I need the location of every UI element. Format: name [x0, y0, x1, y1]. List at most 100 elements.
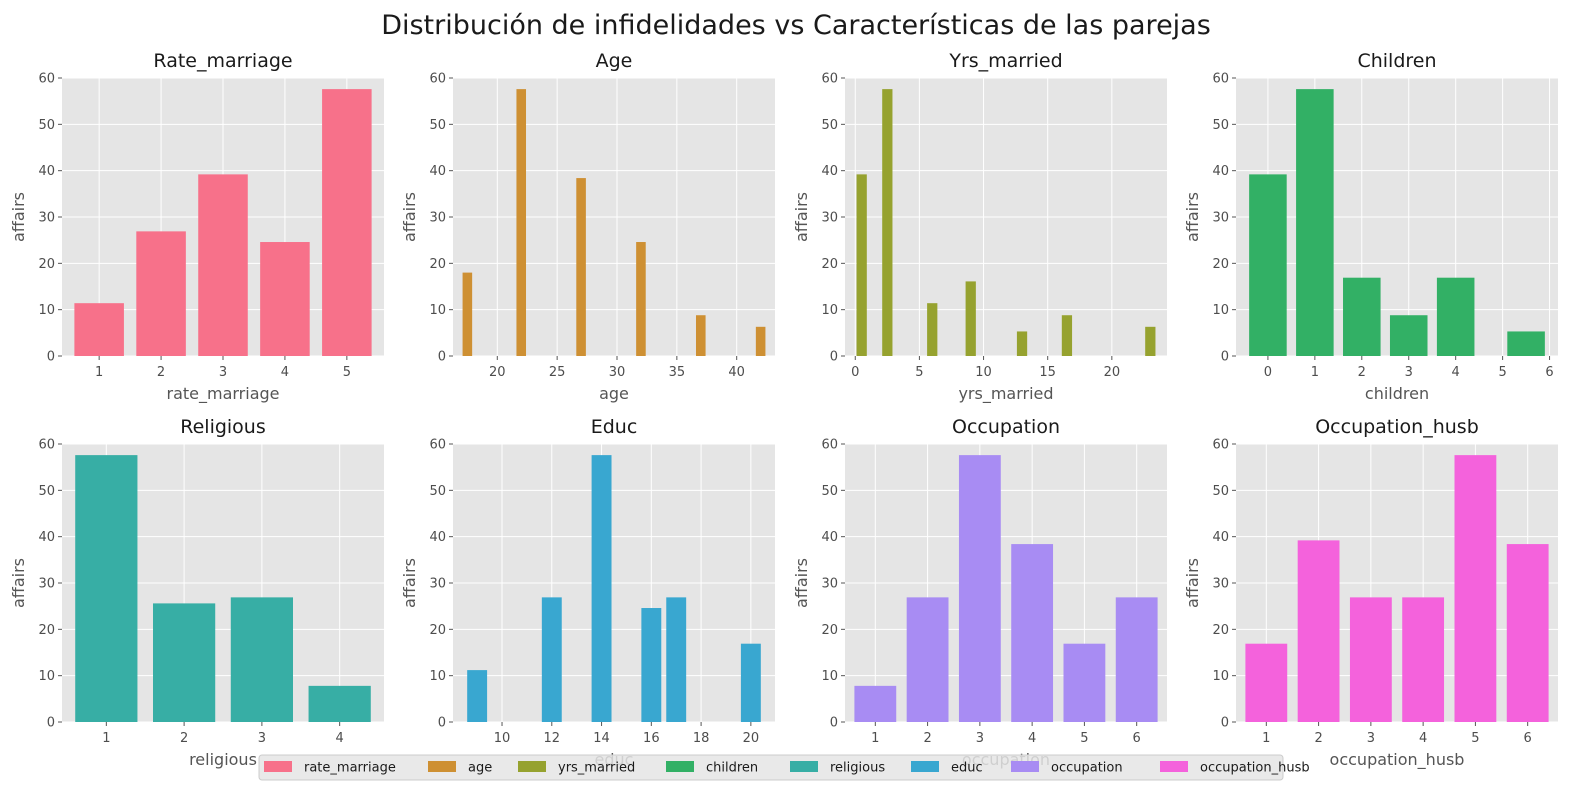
- x-tick-label: 4: [336, 731, 344, 746]
- x-tick-label: 0: [851, 365, 859, 380]
- x-tick-label: 5: [915, 365, 923, 380]
- y-tick-label: 0: [830, 716, 838, 731]
- bar-religious-2: [230, 597, 293, 722]
- x-tick-label: 5: [1471, 731, 1479, 746]
- y-axis-label: affairs: [9, 192, 28, 242]
- legend-entry-age: age: [428, 761, 492, 776]
- subplot-title: Educ: [591, 416, 638, 438]
- bar-educ-2: [591, 455, 612, 722]
- y-tick-label: 50: [38, 118, 55, 133]
- y-tick-label: 20: [429, 623, 446, 638]
- y-tick-label: 0: [1221, 716, 1229, 731]
- subplot-children: 0 10 20 30 40 50 60 0 1 2 3 4 5 6 Children children affa…: [1183, 50, 1558, 403]
- y-tick-label: 60: [821, 438, 838, 453]
- x-axis-label: children: [1365, 384, 1429, 403]
- bar-religious-0: [75, 455, 138, 722]
- x-tick-label: 1: [95, 365, 103, 380]
- y-tick-label: 20: [429, 257, 446, 272]
- y-tick-label: 50: [38, 484, 55, 499]
- x-tick-label: 3: [258, 731, 266, 746]
- legend-label: religious: [830, 761, 885, 776]
- x-tick-label: 2: [1358, 365, 1366, 380]
- bar-occupation-husb-5: [1506, 544, 1549, 722]
- y-tick-label: 30: [38, 577, 55, 592]
- x-tick-label: 5: [1080, 731, 1088, 746]
- bar-occupation-3: [1011, 544, 1054, 722]
- legend-swatch: [790, 761, 818, 772]
- y-axis-label: affairs: [400, 192, 419, 242]
- bar-children-2: [1343, 277, 1381, 356]
- bar-age-4: [695, 315, 706, 356]
- y-tick-label: 30: [821, 577, 838, 592]
- y-axis-label: affairs: [1183, 558, 1202, 608]
- bar-yrs-married-2: [927, 303, 938, 356]
- subplot-title: Religious: [180, 416, 266, 438]
- x-axis-label: occupation_husb: [1330, 750, 1465, 770]
- figure-title: Distribución de infidelidades vs Caracte…: [381, 10, 1211, 41]
- bar-religious-1: [153, 603, 216, 722]
- legend-swatch: [428, 761, 456, 772]
- legend-label: occupation: [1051, 761, 1123, 776]
- bar-occupation-husb-4: [1454, 455, 1497, 722]
- y-tick-label: 10: [821, 669, 838, 684]
- y-tick-label: 60: [38, 72, 55, 87]
- x-tick-label: 1: [1262, 731, 1270, 746]
- bar-children-5: [1507, 331, 1545, 356]
- legend-swatch: [518, 761, 546, 772]
- y-tick-label: 20: [1212, 623, 1229, 638]
- legend-swatch: [666, 761, 694, 772]
- x-tick-label: 1: [102, 731, 110, 746]
- subplot-religious: 0 10 20 30 40 50 60 1 2 3 4 Religious religious affai…: [9, 416, 384, 769]
- y-tick-label: 40: [1212, 530, 1229, 545]
- legend-entry-yrs-married: yrs_married: [518, 761, 635, 776]
- bar-children-1: [1296, 89, 1334, 357]
- x-tick-label: 10: [975, 365, 992, 380]
- bar-occupation-husb-1: [1297, 540, 1340, 722]
- y-tick-label: 10: [1212, 303, 1229, 318]
- x-tick-label: 3: [219, 365, 227, 380]
- legend-entry-religious: religious: [790, 761, 885, 776]
- y-tick-label: 40: [429, 164, 446, 179]
- x-tick-label: 6: [1133, 731, 1141, 746]
- y-tick-label: 40: [821, 530, 838, 545]
- bar-occupation-husb-0: [1245, 643, 1288, 722]
- legend-entry-children: children: [666, 761, 758, 776]
- bar-educ-1: [541, 597, 562, 722]
- x-tick-label: 5: [343, 365, 351, 380]
- legend-label: children: [706, 761, 758, 776]
- y-tick-label: 30: [429, 577, 446, 592]
- bar-yrs-married-3: [965, 281, 976, 356]
- y-tick-label: 0: [1221, 350, 1229, 365]
- y-tick-label: 0: [438, 716, 446, 731]
- x-tick-label: 25: [549, 365, 566, 380]
- y-tick-label: 20: [38, 257, 55, 272]
- bar-educ-4: [666, 597, 687, 722]
- bar-yrs-married-1: [882, 89, 893, 357]
- subplot-title: Occupation_husb: [1315, 416, 1479, 438]
- bar-occupation-2: [958, 455, 1001, 722]
- y-tick-label: 30: [1212, 211, 1229, 226]
- x-tick-label: 20: [1104, 365, 1121, 380]
- y-tick-label: 0: [47, 350, 55, 365]
- x-tick-label: 6: [1524, 731, 1532, 746]
- y-tick-label: 60: [1212, 438, 1229, 453]
- bar-age-2: [576, 178, 586, 356]
- bar-rate-marriage-2: [198, 174, 248, 356]
- x-tick-label: 35: [669, 365, 686, 380]
- x-tick-label: 2: [180, 731, 188, 746]
- y-tick-label: 40: [821, 164, 838, 179]
- bar-occupation-1: [906, 597, 949, 722]
- y-tick-label: 10: [1212, 669, 1229, 684]
- x-tick-label: 20: [489, 365, 506, 380]
- bar-age-3: [636, 242, 646, 356]
- y-tick-label: 60: [429, 72, 446, 87]
- legend-label: rate_marriage: [304, 761, 396, 776]
- y-tick-label: 10: [429, 303, 446, 318]
- x-axis-label: religious: [189, 750, 257, 769]
- y-tick-label: 50: [1212, 118, 1229, 133]
- y-tick-label: 10: [821, 303, 838, 318]
- legend-label: yrs_married: [558, 761, 635, 776]
- y-tick-label: 20: [821, 623, 838, 638]
